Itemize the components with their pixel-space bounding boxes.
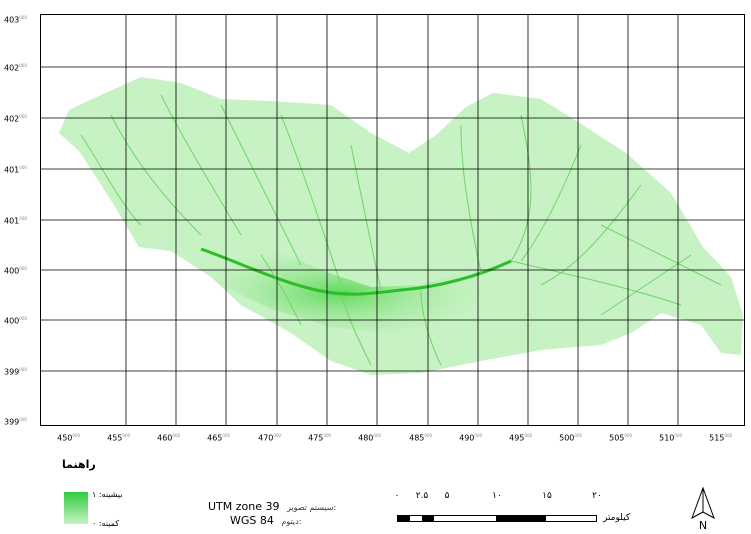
x-axis-label: 510000	[659, 433, 683, 443]
valley-zone	[191, 227, 521, 333]
x-axis-label: 460000	[157, 433, 181, 443]
datum-value: WGS 84	[230, 514, 274, 527]
y-axis-label: 399000	[4, 367, 27, 377]
legend-high-label: بیشینه: ۱	[92, 490, 123, 499]
x-axis-label: 455000	[107, 433, 131, 443]
x-axis-label: 470000	[258, 433, 282, 443]
legend-title: راهنما	[62, 458, 96, 471]
x-axis-label: 450000	[57, 433, 81, 443]
x-axis-label: 515000	[709, 433, 733, 443]
x-axis-label: 500000	[559, 433, 583, 443]
scale-bar-ticks: ۰ ۲.۵ ۵ ۱۰ ۱۵ ۲۰	[392, 491, 602, 501]
watershed-polygon	[59, 77, 743, 375]
y-axis-label: 402000	[4, 63, 27, 73]
y-axis-label: 401000	[4, 216, 27, 226]
x-axis-label: 490000	[459, 433, 483, 443]
datum-row: WGS 84 دیتوم:	[230, 514, 301, 527]
y-axis-label: 402000	[4, 114, 27, 124]
datum-label: دیتوم:	[281, 517, 302, 526]
map-frame	[40, 14, 745, 426]
x-axis-label: 485000	[409, 433, 433, 443]
north-arrow: N	[688, 486, 718, 534]
x-axis-label: 480000	[358, 433, 382, 443]
north-arrow-icon: N	[691, 486, 715, 532]
scale-tick: ۵	[444, 491, 450, 501]
north-letter: N	[699, 519, 707, 530]
y-axis-label: 403000	[4, 15, 27, 25]
scale-tick: ۲۰	[592, 491, 602, 501]
scale-tick: ۱۵	[542, 491, 552, 501]
y-axis-label: 399000	[4, 417, 27, 427]
y-axis-label: 400000	[4, 266, 27, 276]
x-axis-label: 495000	[509, 433, 533, 443]
graticule-lines	[41, 15, 744, 425]
x-axis-label: 475000	[308, 433, 332, 443]
scale-tick: ۲.۵	[415, 491, 429, 501]
x-axis-label: 465000	[207, 433, 231, 443]
watershed-map	[41, 15, 744, 425]
y-axis-label: 401000	[4, 165, 27, 175]
projection-system-value: UTM zone 39	[208, 500, 280, 513]
y-axis-label: 400000	[4, 316, 27, 326]
x-axis-label: 505000	[609, 433, 633, 443]
legend-low-label: کمینه: ۰	[92, 519, 120, 528]
scale-bar	[397, 515, 597, 522]
scale-tick: ۱۰	[492, 491, 502, 501]
scale-tick: ۰	[394, 491, 400, 501]
projection-system-label: سیستم تصویر:	[287, 503, 337, 512]
projection-row: UTM zone 39 سیستم تصویر:	[208, 500, 336, 513]
scale-bar-unit: کیلومتر	[603, 513, 631, 523]
tributary-streams	[80, 94, 722, 366]
legend-gradient-swatch	[64, 492, 88, 524]
